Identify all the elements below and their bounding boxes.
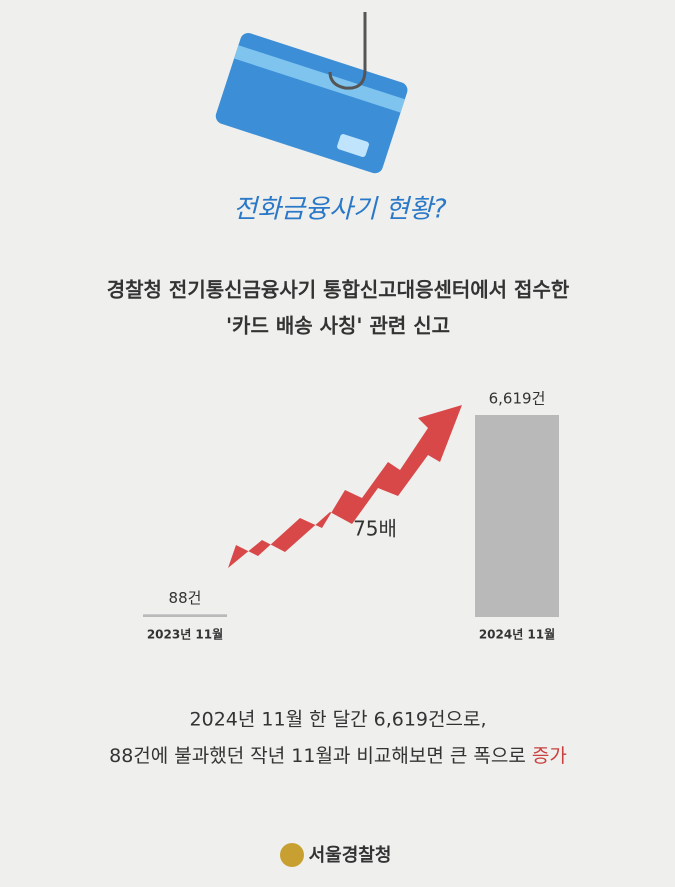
caption-line: 2024년 11월 한 달간 6,619건으로, [190, 709, 487, 731]
chart-title: 경찰청 전기통신금융사기 통합신고대응센터에서 접수한 [107, 278, 570, 302]
caption-line: 88건에 불과했던 작년 11월과 비교해보면 큰 폭으로 증가 [109, 745, 567, 767]
x-tick-label: 2023년 11월 [147, 627, 223, 642]
annotation: 75배 [353, 517, 397, 541]
card-illustration [215, 33, 408, 174]
value-label: 88건 [169, 589, 202, 607]
chart-subtitle: '카드 배송 사칭' 관련 신고 [226, 314, 450, 338]
value-label: 6,619건 [489, 390, 546, 408]
caption-text: 88건에 불과했던 작년 11월과 비교해보면 큰 폭으로 [109, 745, 532, 767]
footer-logo: 서울경찰청 [309, 845, 392, 866]
hook [328, 12, 367, 90]
growth-arrow [228, 405, 462, 568]
caption-highlight: 증가 [532, 745, 567, 767]
card-stripe [234, 45, 405, 113]
tagline: 전화금융사기 현황? [233, 195, 447, 225]
x-tick-label: 2024년 11월 [479, 627, 555, 642]
bar [143, 614, 227, 617]
card-chip [337, 134, 369, 157]
bar [475, 415, 559, 617]
police-emblem [280, 843, 304, 867]
